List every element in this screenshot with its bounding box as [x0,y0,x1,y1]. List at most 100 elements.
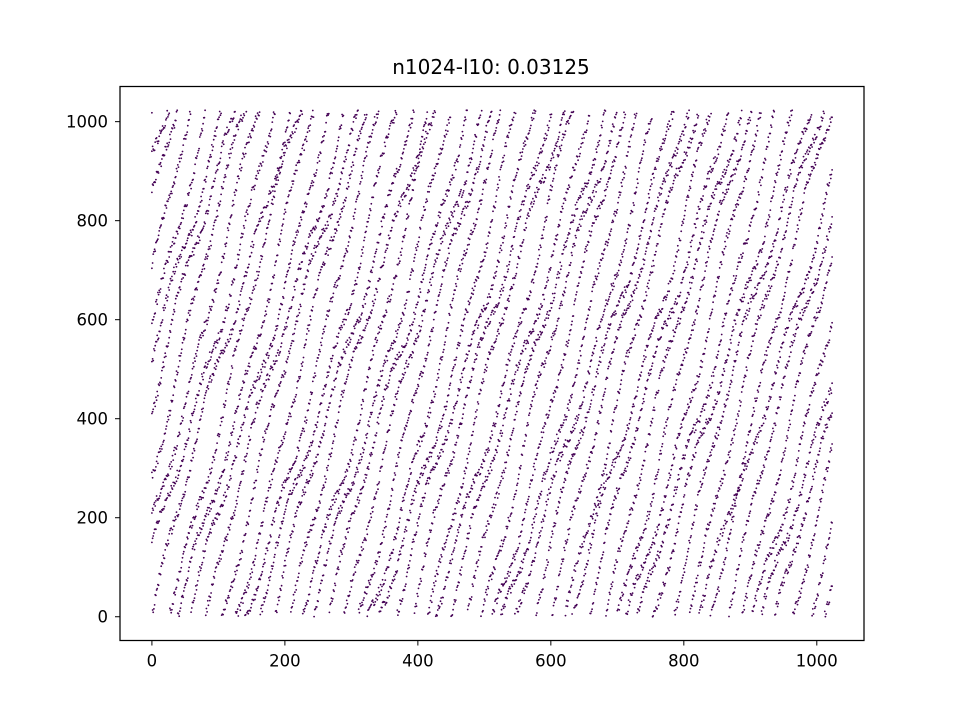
scatter-point [258,169,261,172]
scatter-point [381,375,383,377]
scatter-point [257,223,260,226]
scatter-point [254,115,257,118]
scatter-point [465,252,468,254]
scatter-point [184,332,187,335]
scatter-point [177,612,180,615]
scatter-point [341,390,343,393]
scatter-point [399,603,402,605]
scatter-point [358,459,361,462]
scatter-point [200,408,203,411]
scatter-point [386,513,389,516]
scatter-point [455,441,458,444]
scatter-point [244,152,247,155]
scatter-point [459,493,462,496]
scatter-point [393,538,395,541]
scatter-point [278,238,281,241]
scatter-point [407,130,410,133]
scatter-point [381,225,383,228]
scatter-point [362,451,365,454]
scatter-point [178,433,181,435]
scatter-point [161,319,164,321]
scatter-point [288,352,291,355]
scatter-point [181,419,184,422]
scatter-point [202,522,205,525]
scatter-point [205,319,208,322]
scatter-point [267,424,270,427]
scatter-point [401,439,403,442]
scatter-point [352,443,355,446]
scatter-point [397,358,399,360]
scatter-point [365,434,367,436]
scatter-point [274,362,276,365]
scatter-point [391,347,394,350]
scatter-point [371,309,373,312]
scatter-point [154,250,157,253]
scatter-point [204,178,207,181]
scatter-point [357,135,360,137]
scatter-point [237,490,240,493]
scatter-point [188,380,191,383]
scatter-point [155,399,158,402]
scatter-point [209,502,212,505]
scatter-point [407,363,410,365]
scatter-point [178,225,181,228]
scatter-point [171,279,174,282]
scatter-point [206,212,209,215]
scatter-point [331,442,334,445]
scatter-point [452,206,455,208]
scatter-point [294,516,296,518]
scatter-point [462,555,465,558]
scatter-point [432,178,435,181]
scatter-point [402,376,405,379]
scatter-point [434,575,437,578]
scatter-point [360,314,363,316]
scatter-point [167,296,169,298]
scatter-point [173,449,175,452]
scatter-point [414,487,417,490]
scatter-point [157,522,159,525]
scatter-point [349,490,352,492]
scatter-point [440,488,443,491]
scatter-point [210,309,213,311]
scatter-point [426,544,429,547]
scatter-point [176,295,179,297]
scatter-point [244,373,246,376]
scatter-point [247,266,250,269]
scatter-point [422,143,425,146]
scatter-point [224,243,227,246]
scatter-point [241,285,244,288]
scatter-point [232,517,234,520]
scatter-point [289,112,292,115]
scatter-point [413,540,415,543]
scatter-point [196,235,199,238]
scatter-point [424,130,427,133]
scatter-point [375,336,377,339]
scatter-point [229,337,232,340]
scatter-point [169,138,172,141]
scatter-point [236,608,239,610]
scatter-point [174,297,177,300]
scatter-point [221,141,224,144]
scatter-point [275,260,278,262]
scatter-point [447,321,450,324]
scatter-point [307,600,310,602]
scatter-point [394,175,397,178]
scatter-point [286,500,289,502]
scatter-point [232,135,235,137]
scatter-point [270,571,272,573]
scatter-point [418,324,421,327]
scatter-point [256,270,258,273]
scatter-point [174,175,177,178]
scatter-point [230,477,232,480]
scatter-point [343,254,346,257]
scatter-point [327,374,329,377]
scatter-point [428,343,431,346]
scatter-point [249,135,252,138]
scatter-point [174,588,177,590]
scatter-point [226,539,228,542]
scatter-point [329,357,332,360]
scatter-point [198,566,201,568]
scatter-point [233,278,236,281]
scatter-point [225,305,228,308]
scatter-point [461,262,464,265]
